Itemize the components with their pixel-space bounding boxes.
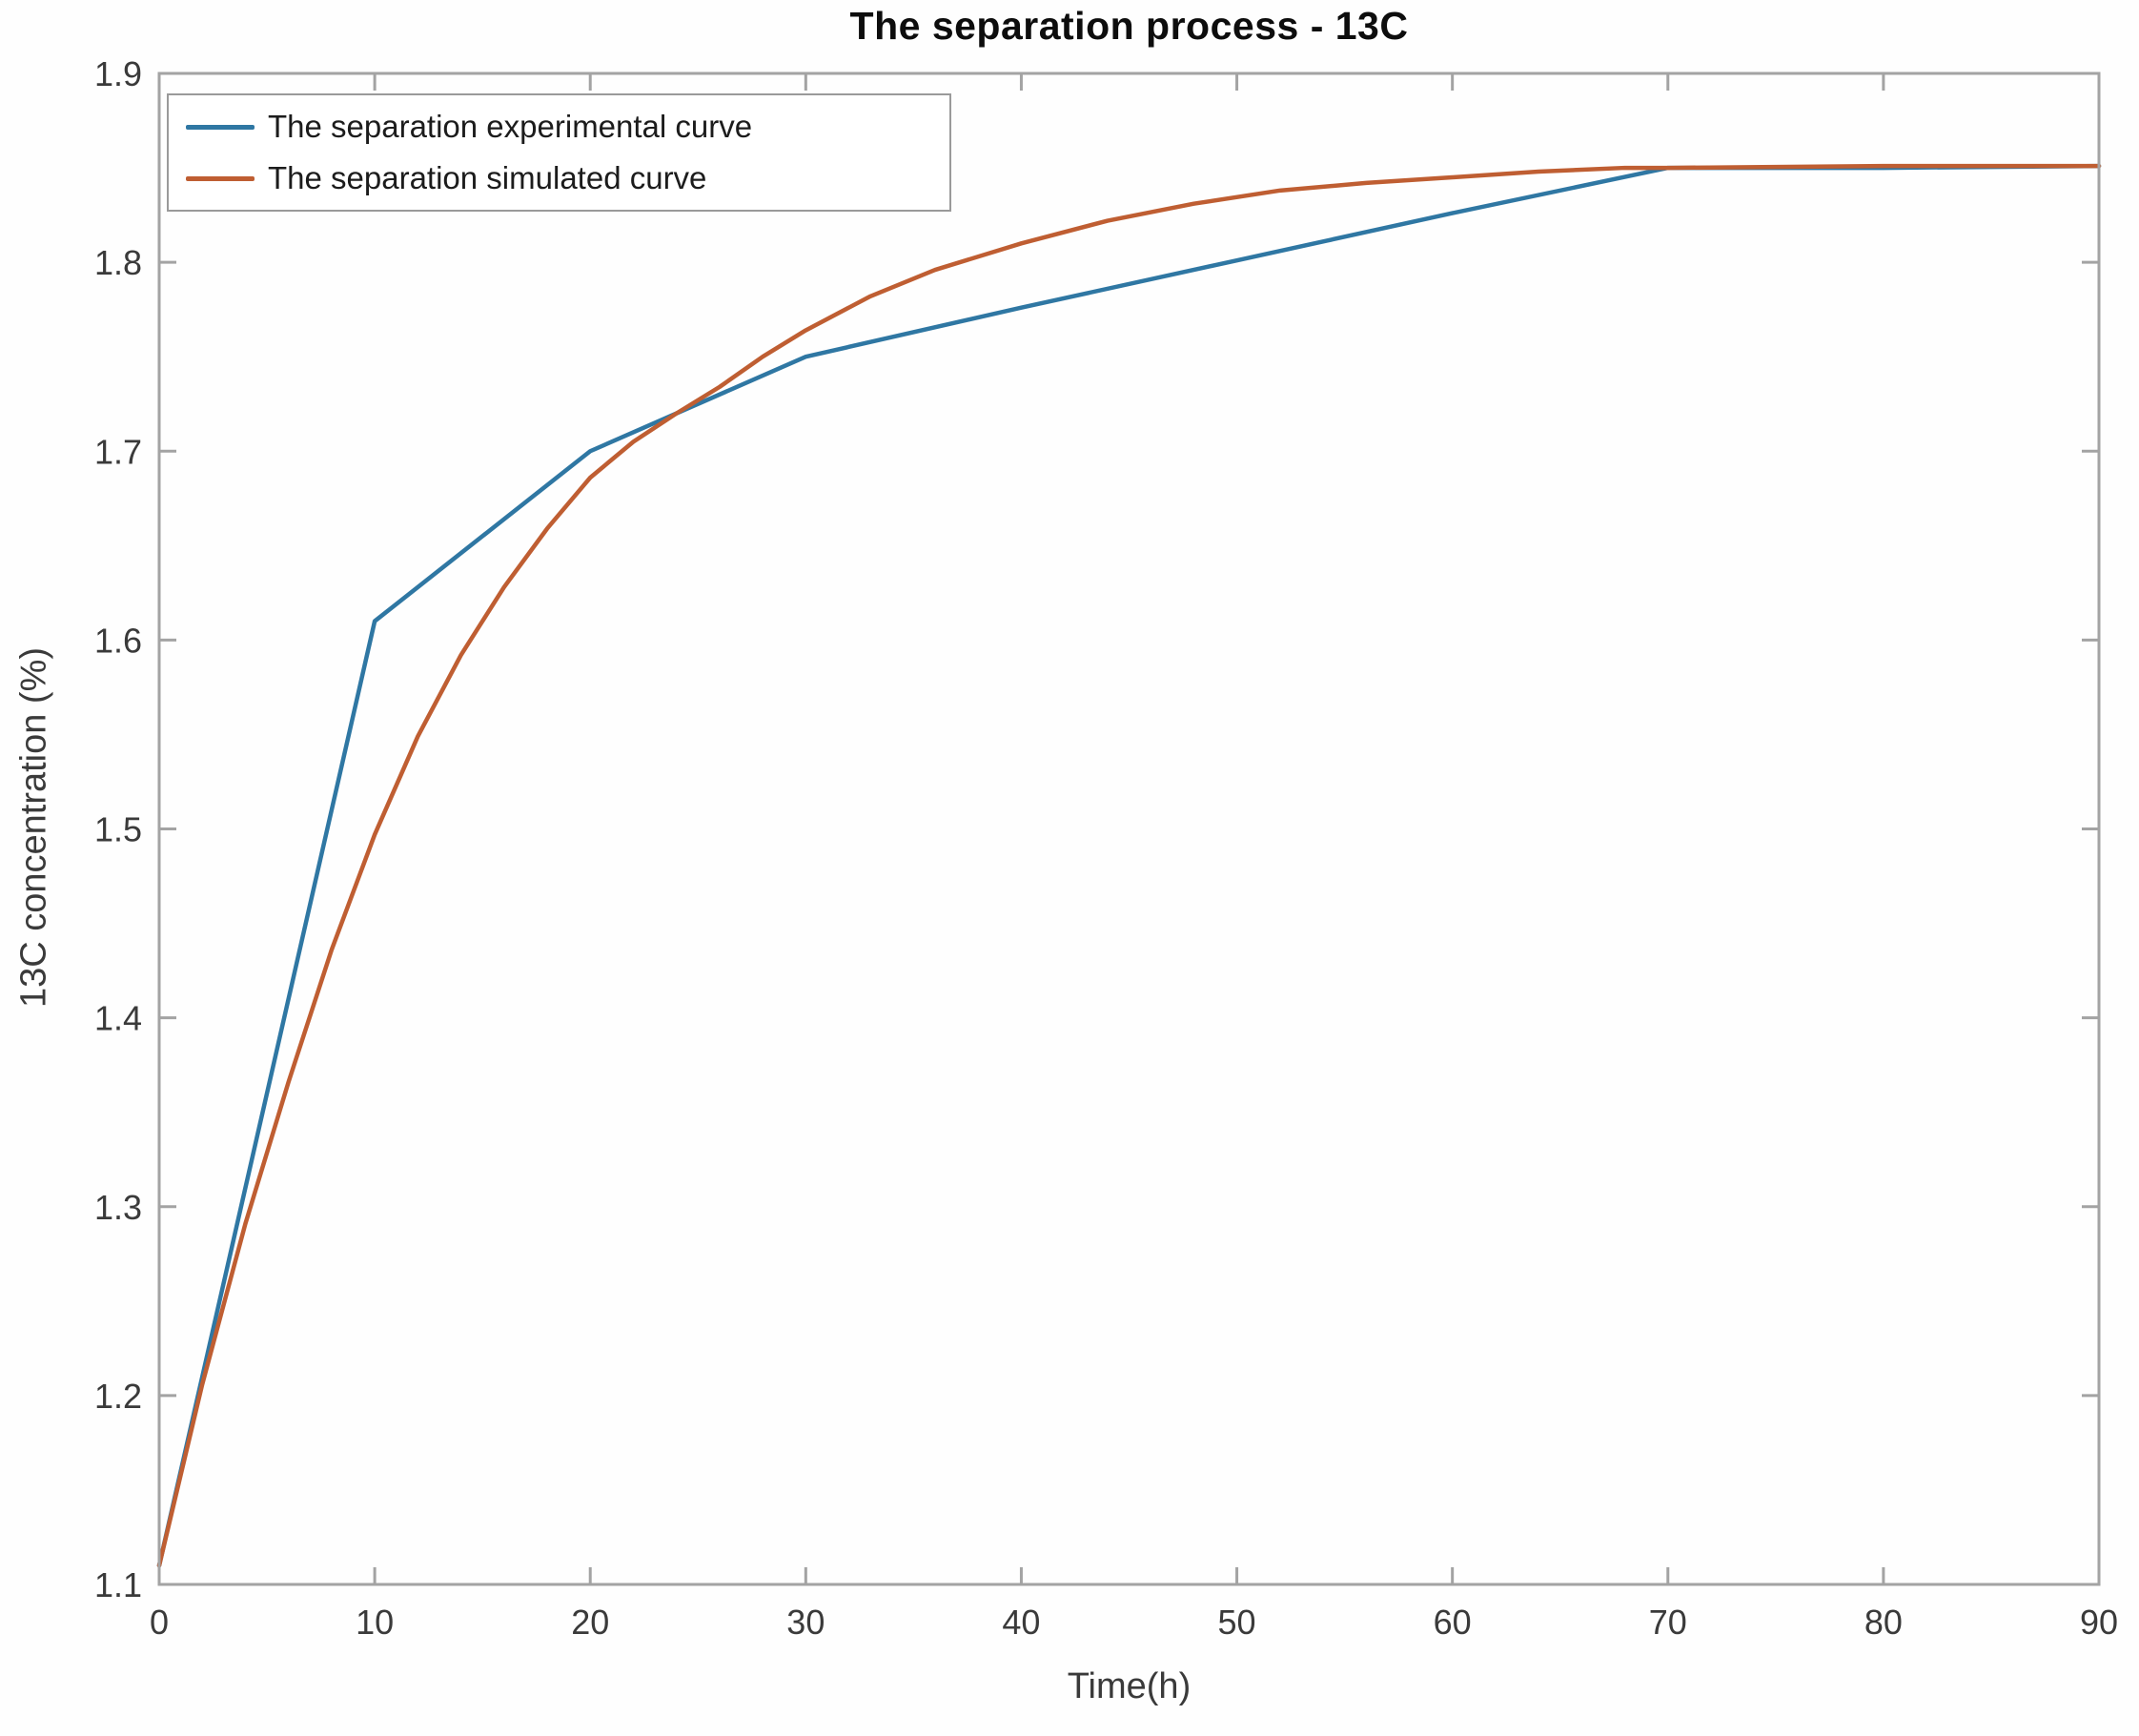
y-tick-label: 1.4	[94, 999, 142, 1038]
y-tick-label: 1.9	[94, 54, 142, 93]
x-tick-label: 50	[1218, 1603, 1256, 1642]
simulated-curve-swatch	[186, 175, 255, 181]
legend: The separation experimental curve The se…	[167, 93, 951, 212]
experimental-curve-line	[156, 163, 2102, 1568]
x-tick-label: 20	[571, 1603, 609, 1642]
x-tick-label: 60	[1434, 1603, 1472, 1642]
y-tick-label: 1.2	[94, 1377, 142, 1416]
x-tick-label: 10	[356, 1603, 394, 1642]
legend-entry-experimental: The separation experimental curve	[186, 109, 949, 145]
y-tick-label: 1.3	[94, 1188, 142, 1227]
y-tick-label: 1.5	[94, 810, 142, 849]
y-tick-label: 1.7	[94, 432, 142, 471]
experimental-curve-swatch	[186, 124, 255, 130]
x-tick-label: 70	[1649, 1603, 1687, 1642]
x-axis-label: Time(h)	[1067, 1666, 1192, 1706]
legend-label-simulated: The separation simulated curve	[268, 160, 707, 195]
x-tick-label: 40	[1002, 1603, 1040, 1642]
x-tick-label: 90	[2080, 1603, 2118, 1642]
x-tick-label: 80	[1864, 1603, 1903, 1642]
x-tick-label: 0	[150, 1603, 169, 1642]
axes-box	[157, 71, 2101, 1586]
y-tick-label: 1.6	[94, 621, 142, 660]
y-tick-label: 1.8	[94, 243, 142, 282]
legend-entry-simulated: The separation simulated curve	[186, 160, 949, 196]
y-axis-label: 13C concentration (%)	[13, 646, 54, 1009]
legend-label-experimental: The separation experimental curve	[268, 109, 753, 144]
chart-title: The separation process - 13C	[849, 4, 1409, 48]
x-tick-label: 30	[786, 1603, 825, 1642]
simulated-curve-line	[156, 163, 2102, 1568]
y-tick-label: 1.1	[94, 1565, 142, 1604]
